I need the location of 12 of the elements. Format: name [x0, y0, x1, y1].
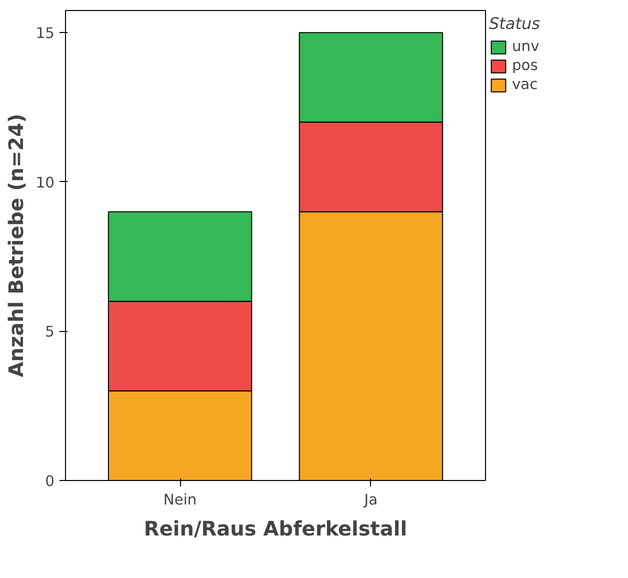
legend-label: unv	[512, 38, 540, 55]
y-tick-label: 15	[36, 25, 55, 42]
y-tick-label: 5	[45, 324, 55, 341]
legend-title: Status	[489, 14, 540, 33]
y-tick-label: 0	[45, 473, 55, 490]
y-tick-label: 10	[36, 174, 55, 192]
legend-label: vac	[512, 76, 538, 93]
y-axis-title: Anzahl Betriebe (n=24)	[4, 114, 28, 378]
x-tick-label: Ja	[363, 492, 378, 508]
legend-label: pos	[512, 57, 538, 74]
x-axis-title: Rein/Raus Abferkelstall	[144, 516, 408, 540]
x-tick-label: Nein	[163, 492, 197, 508]
